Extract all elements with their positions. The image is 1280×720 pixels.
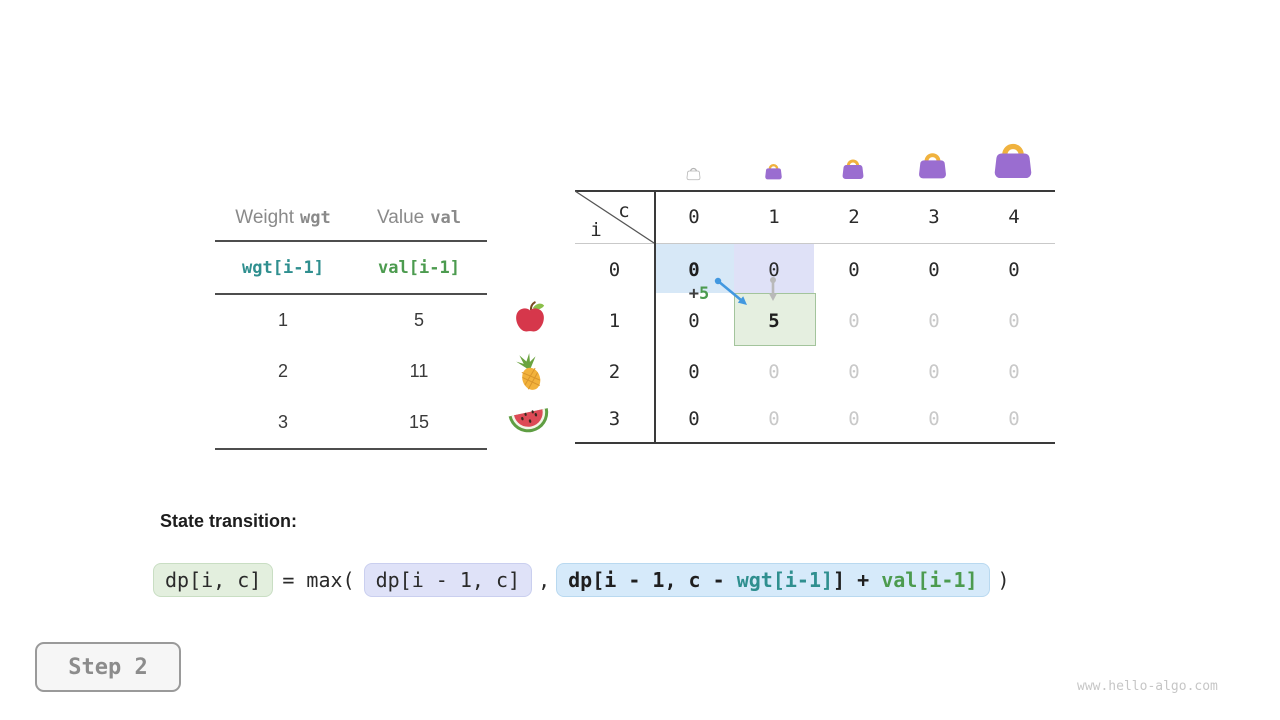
arg2-wgt-term: wgt[i-1] — [736, 568, 834, 592]
formula-arg1-box: dp[i - 1, c] — [363, 563, 533, 597]
transition-arrow-gray — [769, 277, 777, 301]
value-column-header: Value val — [351, 195, 487, 240]
formula-comma: , — [538, 568, 551, 592]
items-table-subheader-row: wgt[i-1] val[i-1] — [215, 242, 487, 293]
arg2-val-term: val[i-1] — [881, 568, 978, 592]
formula-lhs-box: dp[i, c] — [153, 563, 274, 597]
dp-cell-r2-c1: 0 — [768, 360, 780, 383]
dp-cell-r3-c3: 0 — [928, 407, 940, 430]
col-header-0: 0 — [688, 205, 700, 228]
dp-cell-r0-c0: 0 — [688, 258, 700, 281]
dp-cell-r1-c2: 0 — [848, 309, 860, 332]
dp-cell-r2-c3: 0 — [928, 360, 940, 383]
plus-value-annotation: +5 — [675, 284, 723, 304]
dp-cell-r1-c1: 5 — [768, 309, 780, 332]
bag-icon-capacity-1 — [764, 161, 783, 187]
col-header-1: 1 — [768, 205, 780, 228]
weight-header-label: Weight — [235, 206, 295, 228]
formula-arg2-box: dp[i - 1, c - wgt[i-1]] + val[i-1] — [556, 563, 990, 597]
state-transition-heading: State transition: — [160, 511, 298, 531]
dp-table-bottom-border — [575, 442, 1055, 444]
transition-arrow-blue — [714, 277, 747, 305]
dp-cell-r0-c2: 0 — [848, 258, 860, 281]
row-header-3: 3 — [608, 407, 621, 430]
formula-operator: = max( — [282, 568, 355, 592]
website-watermark: www.hello-algo.com — [1077, 679, 1218, 694]
dp-cell-r0-c4: 0 — [1008, 258, 1020, 281]
step-badge: Step 2 — [35, 642, 181, 692]
items-table-bottom-border — [215, 448, 487, 450]
annotation-plus-sign: + — [688, 284, 699, 304]
item-3-value: 15 — [408, 412, 430, 432]
dp-table-overlay — [575, 190, 777, 305]
row-header-1: 1 — [608, 309, 621, 332]
wgt-expression: wgt[i-1] — [242, 257, 324, 278]
items-table: Weight wgt Value val wgt[i-1] val[i-1] 1… — [215, 195, 487, 450]
dp-table-vertical-divider — [654, 190, 656, 444]
val-expression: val[i-1] — [378, 257, 460, 278]
corner-diagonal-line — [575, 190, 655, 244]
item-3-weight: 3 — [277, 412, 288, 432]
bag-icon-capacity-4 — [992, 139, 1034, 187]
item-row-3: 3 15 — [215, 397, 487, 448]
bag-icon-capacity-3 — [917, 149, 948, 187]
items-table-header-row: Weight wgt Value val — [215, 195, 487, 240]
dp-cell-r2-c2: 0 — [848, 360, 860, 383]
col-header-3: 3 — [928, 205, 940, 228]
corner-col-label: c — [618, 200, 630, 222]
item-row-2: 2 11 — [215, 346, 487, 397]
weight-column-header: Weight wgt — [215, 195, 351, 240]
formula-close-paren: ) — [997, 568, 1010, 592]
dp-cell-r1-c0: 0 — [688, 309, 700, 332]
item-row-1: 1 5 — [215, 295, 487, 346]
row-header-0: 0 — [608, 258, 621, 281]
dp-cell-r3-c4: 0 — [1008, 407, 1020, 430]
item-1-weight: 1 — [277, 310, 288, 330]
dp-cell-r3-c1: 0 — [768, 407, 780, 430]
arg2-part2: ] + — [833, 568, 882, 592]
arg2-part1: dp[i - 1, c - — [568, 568, 737, 592]
dp-cell-r3-c2: 0 — [848, 407, 860, 430]
dp-table-header-divider — [575, 243, 1055, 244]
dp-cell-r3-c0: 0 — [688, 407, 700, 430]
state-transition-formula: dp[i, c] = max( dp[i - 1, c] , dp[i - 1,… — [153, 561, 1010, 599]
row-header-2: 2 — [608, 360, 621, 383]
annotation-added-value: 5 — [699, 284, 710, 304]
item-2-weight: 2 — [277, 361, 288, 381]
pineapple-icon — [509, 351, 551, 398]
corner-row-label: i — [590, 219, 602, 241]
col-header-4: 4 — [1008, 205, 1020, 228]
watermelon-icon — [506, 400, 554, 445]
value-header-code: val — [430, 207, 461, 228]
dp-cell-r1-c3: 0 — [928, 309, 940, 332]
dp-table-top-border — [575, 190, 1055, 192]
dp-cell-r0-c1: 0 — [768, 258, 780, 281]
items-table-divider — [215, 293, 487, 295]
dp-cell-r1-c4: 0 — [1008, 309, 1020, 332]
item-2-value: 11 — [409, 361, 429, 381]
items-table-divider — [215, 240, 487, 242]
weight-header-code: wgt — [300, 207, 331, 228]
empty-bag-icon — [686, 166, 701, 186]
value-header-label: Value — [377, 206, 425, 228]
dp-cell-r0-c3: 0 — [928, 258, 940, 281]
bag-icon-capacity-2 — [841, 156, 865, 187]
dp-cell-r2-c0: 0 — [688, 360, 700, 383]
dp-cell-r2-c4: 0 — [1008, 360, 1020, 383]
dp-table: c i 0 1 2 3 4 0 1 2 3 0 0 0 0 0 0 5 0 0 … — [575, 190, 1055, 444]
col-header-2: 2 — [848, 205, 860, 228]
apple-icon — [513, 300, 547, 339]
item-1-value: 5 — [413, 310, 424, 330]
